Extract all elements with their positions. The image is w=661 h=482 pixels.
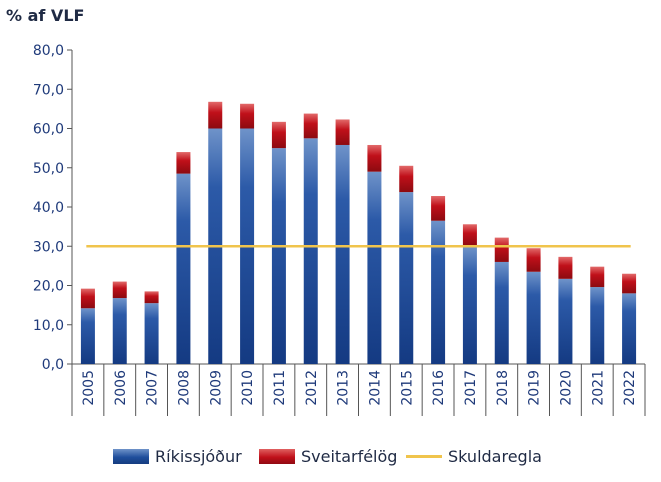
x-tick-label: 2021 bbox=[590, 370, 606, 406]
x-tick-label: 2014 bbox=[367, 370, 383, 406]
x-tick-label: 2017 bbox=[463, 370, 479, 406]
bar-sveitarfelog bbox=[367, 144, 382, 172]
x-tick-label: 2018 bbox=[495, 370, 511, 406]
legend-swatch-rikissjodur bbox=[113, 449, 149, 464]
chart-plot: 0,0 10,0 20,0 30,0 40,0 50,0 60,0 70,0 80,0 2005 2… bbox=[33, 43, 646, 416]
legend-label-sveitarfelog: Sveitarfélög bbox=[301, 447, 398, 466]
bar-sveitarfelog bbox=[558, 256, 573, 279]
y-tick-label: 30,0 bbox=[33, 239, 64, 255]
legend-item-sveitarfelog: Sveitarfélög bbox=[259, 447, 397, 466]
bar-sveitarfelog bbox=[112, 281, 127, 299]
x-tick-label: 2007 bbox=[145, 370, 161, 406]
bar-sveitarfelog bbox=[335, 119, 350, 145]
x-tick-label: 2010 bbox=[240, 370, 256, 406]
bar-sveitarfelog bbox=[494, 237, 509, 262]
y-tick-label: 60,0 bbox=[33, 122, 64, 138]
bar-rikissjodur bbox=[80, 308, 95, 364]
bar-rikissjodur bbox=[399, 192, 414, 364]
legend-swatch-sveitarfelog bbox=[259, 449, 295, 464]
bar-sveitarfelog bbox=[303, 113, 318, 139]
bar-sveitarfelog bbox=[240, 103, 255, 129]
x-tick-label: 2022 bbox=[622, 370, 638, 406]
legend-item-skuldaregla: Skuldaregla bbox=[406, 447, 542, 466]
x-tick-label: 2020 bbox=[558, 370, 574, 406]
bar-rikissjodur bbox=[271, 148, 286, 364]
bar-rikissjodur bbox=[494, 261, 509, 364]
bar-sveitarfelog bbox=[208, 101, 223, 129]
bar-sveitarfelog bbox=[176, 152, 191, 174]
x-tick-label: 2013 bbox=[336, 370, 352, 406]
bar-rikissjodur bbox=[112, 298, 127, 364]
bar-rikissjodur bbox=[367, 171, 382, 364]
bar-sveitarfelog bbox=[399, 165, 414, 193]
legend-label-skuldaregla: Skuldaregla bbox=[448, 447, 542, 466]
bar-rikissjodur bbox=[176, 173, 191, 364]
x-tick-label: 2009 bbox=[208, 370, 224, 406]
legend-item-rikissjodur: Ríkissjóður bbox=[113, 447, 242, 466]
x-tick-label: 2005 bbox=[81, 370, 97, 406]
x-tick-label: 2016 bbox=[431, 370, 447, 406]
bar-sveitarfelog bbox=[144, 291, 159, 304]
x-tick-label: 2012 bbox=[304, 370, 320, 406]
x-tick-label: 2015 bbox=[399, 370, 415, 406]
bar-rikissjodur bbox=[590, 287, 605, 364]
legend: Ríkissjóður Sveitarfélög Skuldaregla bbox=[0, 447, 661, 469]
bar-rikissjodur bbox=[335, 144, 350, 364]
y-tick-label: 20,0 bbox=[33, 279, 64, 295]
bar-sveitarfelog bbox=[590, 266, 605, 288]
bar-rikissjodur bbox=[526, 271, 541, 364]
y-tick-label: 70,0 bbox=[33, 82, 64, 98]
bar-rikissjodur bbox=[144, 303, 159, 364]
legend-label-rikissjodur: Ríkissjóður bbox=[155, 447, 242, 466]
bar-sveitarfelog bbox=[431, 196, 446, 221]
y-tick-label: 40,0 bbox=[33, 200, 64, 216]
bar-rikissjodur bbox=[462, 246, 477, 364]
y-tick-label: 0,0 bbox=[42, 357, 64, 373]
bar-rikissjodur bbox=[622, 293, 637, 364]
x-tick-label: 2008 bbox=[176, 370, 192, 406]
bar-sveitarfelog bbox=[462, 224, 477, 247]
bar-sveitarfelog bbox=[526, 248, 541, 272]
bar-rikissjodur bbox=[303, 138, 318, 364]
x-tick-label: 2011 bbox=[272, 370, 288, 406]
bar-sveitarfelog bbox=[80, 288, 95, 309]
legend-line-skuldaregla bbox=[406, 455, 442, 458]
x-tick-label: 2019 bbox=[527, 370, 543, 406]
bar-rikissjodur bbox=[431, 220, 446, 364]
bar-sveitarfelog bbox=[622, 273, 637, 294]
bar-rikissjodur bbox=[558, 278, 573, 364]
y-tick-label: 10,0 bbox=[33, 318, 64, 334]
bar-sveitarfelog bbox=[271, 121, 286, 149]
x-tick-label: 2006 bbox=[113, 370, 129, 406]
y-unit-label: % af VLF bbox=[6, 6, 85, 25]
y-tick-label: 80,0 bbox=[33, 43, 64, 59]
y-tick-label: 50,0 bbox=[33, 161, 64, 177]
